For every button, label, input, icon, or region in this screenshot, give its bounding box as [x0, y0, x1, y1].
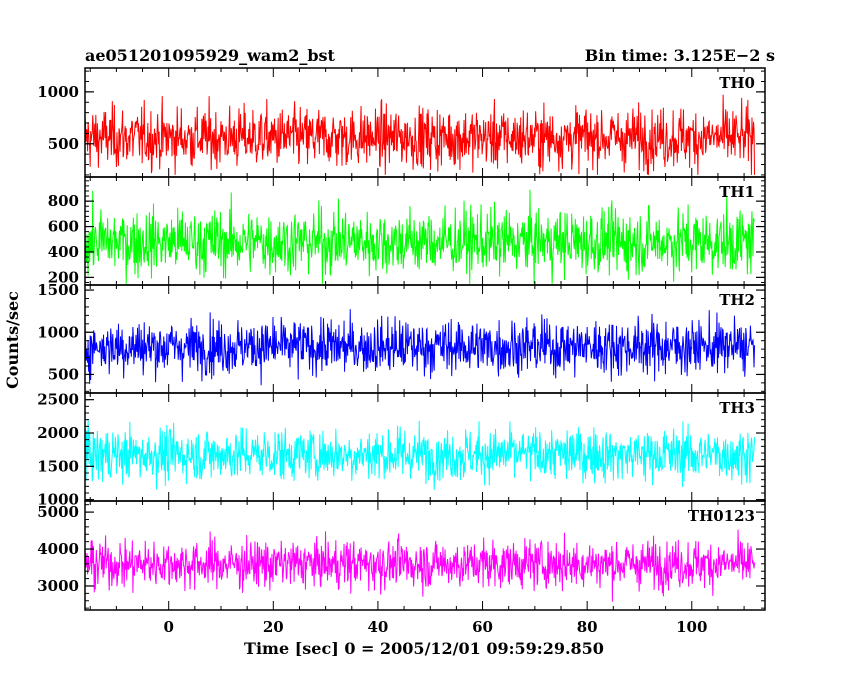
y-tick-label: 1500	[37, 281, 79, 299]
panel-frame	[84, 500, 766, 611]
y-tick-label: 500	[48, 135, 79, 153]
y-axis-title: Counts/sec	[3, 291, 22, 389]
panel-th0123: 3000 4000 5000 TH0123	[37, 500, 766, 611]
panel-th3: 1000 1500 2000 2500 TH3	[37, 391, 766, 509]
y-tick-label: 2000	[37, 424, 79, 442]
y-tick-label: 1000	[37, 323, 79, 341]
bin-time-label: Bin time: 3.125E−2 s	[585, 46, 775, 65]
panel-label-th2: TH2	[719, 291, 755, 309]
y-tick-label: 800	[48, 192, 79, 210]
y-tick-label: 1000	[37, 83, 79, 101]
panel-label-th1: TH1	[719, 183, 755, 201]
panel-label-th0123: TH0123	[688, 507, 755, 525]
y-tick-label: 200	[48, 268, 79, 286]
y-tick-label: 4000	[37, 540, 79, 558]
y-tick-label: 3000	[37, 577, 79, 595]
y-tick-label: 1500	[37, 457, 79, 475]
series-line-th0	[84, 94, 756, 175]
x-tick-label: 100	[676, 618, 707, 636]
panel-label-th0: TH0	[719, 74, 755, 92]
x-tick-label: 20	[263, 618, 284, 636]
y-tick-label: 2500	[37, 391, 79, 409]
x-tick-label: 80	[577, 618, 598, 636]
y-tick-label: 500	[48, 365, 79, 383]
panel-th2: 500 1000 1500 TH2	[37, 281, 766, 394]
series-line-th2	[84, 309, 756, 386]
panel-th0: 500 1000 TH0	[37, 67, 766, 178]
x-tick-label: 60	[472, 618, 493, 636]
x-tick-label: 0	[163, 618, 173, 636]
x-axis-title: Time [sec] 0 = 2005/12/01 09:59:29.850	[244, 639, 604, 658]
y-tick-label: 5000	[37, 503, 79, 521]
y-tick-label: 400	[48, 243, 79, 261]
y-tick-label: 600	[48, 218, 79, 236]
series-line-th0123	[84, 529, 756, 602]
series-line-th1	[84, 189, 755, 284]
y-tick-label: 1000	[37, 491, 79, 509]
panel-label-th3: TH3	[719, 399, 755, 417]
x-tick-label: 40	[367, 618, 388, 636]
panel-th1: 200 400 600 800 TH1	[48, 176, 766, 286]
chart-title: ae051201095929_wam2_bst	[85, 46, 336, 65]
series-line-th3	[84, 419, 756, 490]
